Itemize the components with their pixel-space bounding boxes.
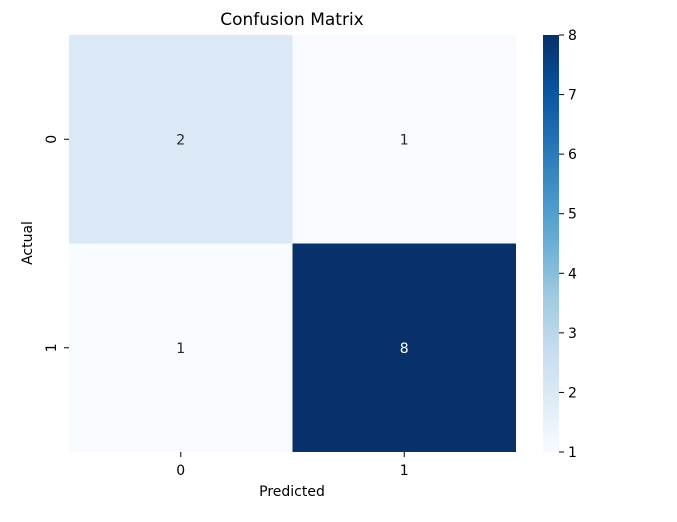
heatmap-cells bbox=[69, 35, 516, 452]
y-axis-ticks: 01 bbox=[44, 135, 69, 352]
chart-title: Confusion Matrix bbox=[220, 10, 364, 30]
colorbar-tick-label-2: 2 bbox=[568, 385, 577, 401]
y-tick-label-1: 1 bbox=[44, 343, 60, 352]
heatmap-cell-1-0 bbox=[69, 243, 293, 452]
colorbar-tick-label-1: 1 bbox=[568, 445, 577, 461]
colorbar-tick-label-6: 6 bbox=[568, 147, 577, 163]
y-axis-label: Actual bbox=[20, 221, 36, 265]
cell-annotation-1-1: 8 bbox=[400, 341, 409, 357]
heatmap-annotations: 2 1 1 8 bbox=[176, 132, 408, 357]
colorbar-tick-label-5: 5 bbox=[568, 207, 577, 223]
heatmap-cell-0-1 bbox=[292, 35, 516, 244]
heatmap-cell-0-0 bbox=[69, 35, 293, 244]
x-axis-label: Predicted bbox=[259, 484, 325, 500]
cell-annotation-0-1: 1 bbox=[400, 132, 409, 148]
x-tick-label-1: 1 bbox=[400, 463, 409, 479]
colorbar-tick-label-8: 8 bbox=[568, 28, 577, 44]
colorbar bbox=[543, 35, 559, 452]
colorbar-ticks: 1 2 3 4 5 6 7 8 bbox=[559, 28, 577, 461]
x-tick-label-0: 0 bbox=[176, 463, 185, 479]
y-tick-label-0: 0 bbox=[44, 135, 60, 144]
heatmap-cell-1-1 bbox=[292, 243, 516, 452]
cell-annotation-1-0: 1 bbox=[176, 341, 185, 357]
colorbar-tick-label-7: 7 bbox=[568, 88, 577, 104]
colorbar-tick-label-3: 3 bbox=[568, 326, 577, 342]
cell-annotation-0-0: 2 bbox=[176, 132, 185, 148]
colorbar-tick-label-4: 4 bbox=[568, 266, 577, 282]
